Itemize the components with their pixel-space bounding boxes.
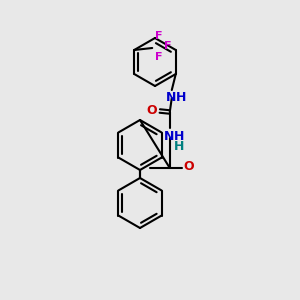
Text: O: O <box>146 103 157 116</box>
Text: H: H <box>174 130 184 143</box>
Text: H: H <box>176 91 186 104</box>
Text: H: H <box>174 140 184 153</box>
Text: N: N <box>166 91 176 104</box>
Text: N: N <box>164 130 174 143</box>
Text: F: F <box>155 52 163 62</box>
Text: F: F <box>164 41 172 51</box>
Text: F: F <box>155 31 163 41</box>
Text: O: O <box>184 160 194 172</box>
